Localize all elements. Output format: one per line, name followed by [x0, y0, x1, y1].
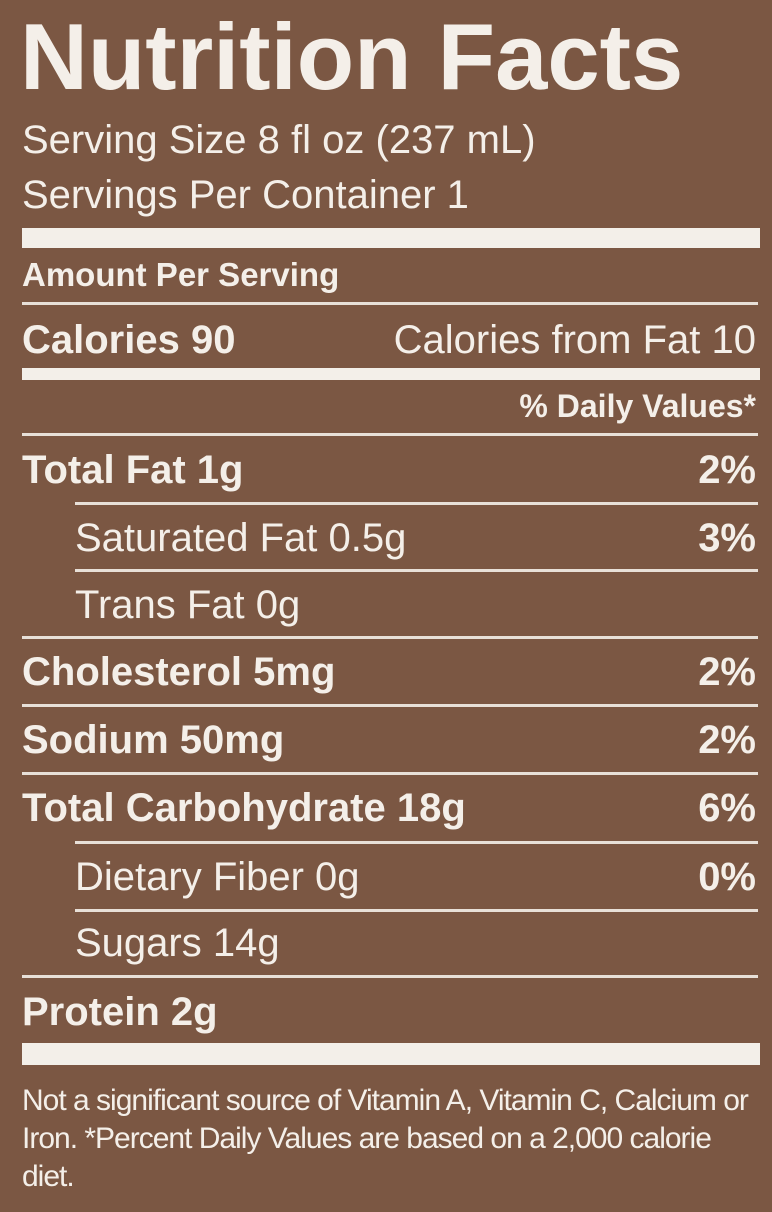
daily-value: 2% [698, 448, 756, 492]
nutrient: Protein 2g [22, 990, 218, 1034]
rule [22, 704, 758, 707]
rule [22, 975, 758, 978]
nutrient: Trans Fat 0g [75, 583, 301, 627]
daily-value: 2% [698, 718, 756, 762]
rule [75, 909, 758, 912]
rule [75, 502, 758, 505]
footnote: Not a significant source of Vitamin A, V… [22, 1084, 749, 1193]
amount-per-serving: Amount Per Serving [22, 256, 340, 293]
rule [22, 772, 758, 775]
daily-value: 2% [698, 650, 756, 694]
daily-value: 3% [698, 516, 756, 560]
thick-rule [22, 368, 760, 380]
nutrient: Total Fat 1g [22, 448, 244, 492]
nutrient: Sodium 50mg [22, 718, 285, 762]
thick-rule [22, 228, 760, 248]
servings-per-container: Servings Per Container 1 [22, 173, 469, 217]
rule [75, 569, 758, 572]
nutrient: Sugars 14g [75, 921, 280, 965]
rule [22, 636, 758, 639]
nutrient: Total Carbohydrate 18g [22, 786, 466, 830]
rule [22, 433, 758, 436]
calories: Calories 90 [22, 318, 236, 362]
nutrient: Cholesterol 5mg [22, 650, 336, 694]
rule [22, 302, 758, 305]
daily-value: 0% [698, 855, 756, 899]
daily-values-header: % Daily Values* [519, 388, 756, 424]
thick-rule [22, 1043, 760, 1065]
serving-size: Serving Size 8 fl oz (237 mL) [22, 118, 536, 162]
nutrient: Dietary Fiber 0g [75, 855, 360, 899]
daily-value: 6% [698, 786, 756, 830]
rule [75, 841, 758, 844]
calories-from-fat: Calories from Fat 10 [393, 318, 756, 362]
title: Nutrition Facts [20, 4, 684, 109]
nutrient: Saturated Fat 0.5g [75, 516, 407, 560]
